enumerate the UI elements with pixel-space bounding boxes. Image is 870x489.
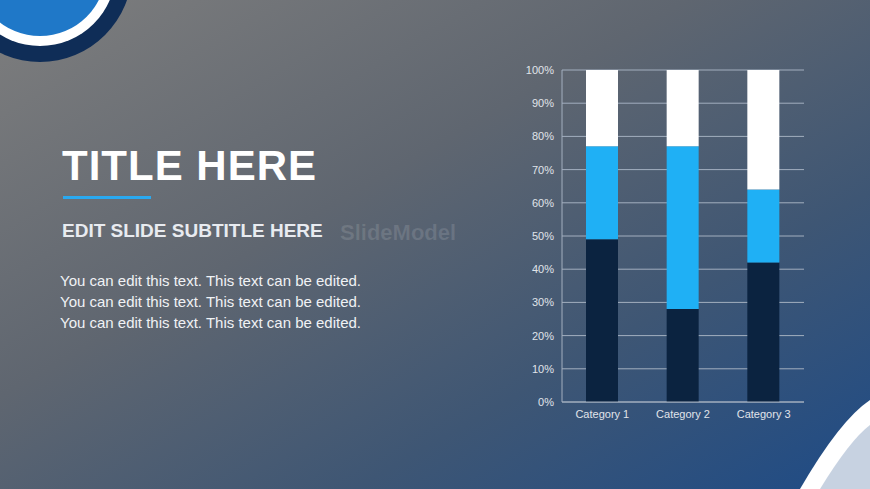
svg-text:70%: 70% — [532, 164, 554, 176]
svg-text:100%: 100% — [526, 64, 554, 76]
svg-text:Category 2: Category 2 — [656, 408, 710, 420]
html-text:EDIT SLIDE SUBTITLE HERE: EDIT SLIDE SUBTITLE HERE — [62, 220, 323, 241]
svg-text:80%: 80% — [532, 130, 554, 142]
svg-text:30%: 30% — [532, 296, 554, 308]
svg-text:40%: 40% — [532, 263, 554, 275]
html-text:SlideModel: SlideModel — [340, 220, 457, 245]
svg-text:Category 1: Category 1 — [575, 408, 629, 420]
svg-text:60%: 60% — [532, 197, 554, 209]
svg-text:Category 3: Category 3 — [737, 408, 791, 420]
svg-text:10%: 10% — [532, 363, 554, 375]
svg-text:50%: 50% — [532, 230, 554, 242]
html-text:TITLE HERE: TITLE HERE — [62, 142, 317, 189]
svg-text:90%: 90% — [532, 97, 554, 109]
svg-text:20%: 20% — [532, 330, 554, 342]
html-text:You can edit this text. This t: You can edit this text. This text can be… — [60, 272, 361, 331]
svg-text:0%: 0% — [538, 396, 554, 408]
